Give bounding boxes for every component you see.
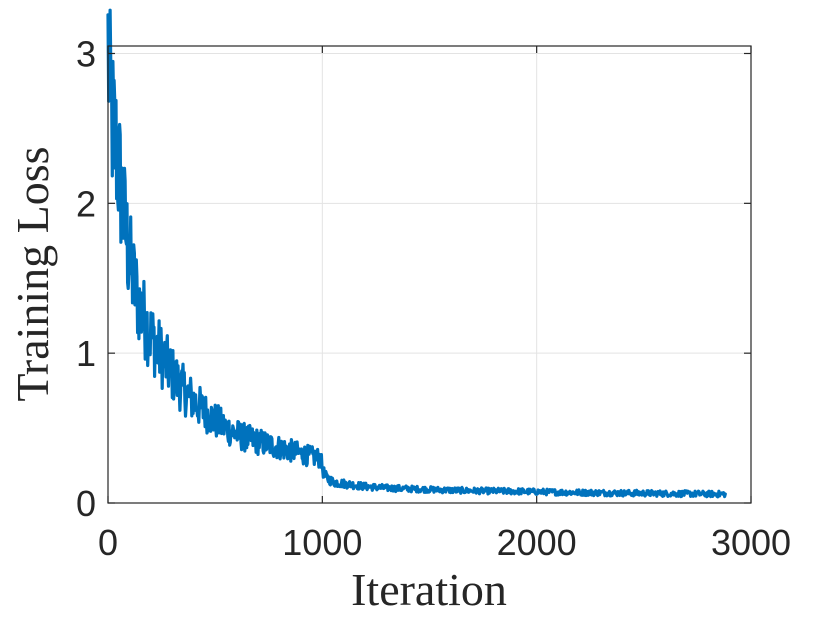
y-axis-label: Training Loss <box>7 146 58 401</box>
y-tick-label: 1 <box>76 333 96 374</box>
tick-marks <box>107 46 752 504</box>
x-tick-label: 2000 <box>497 522 577 563</box>
training-loss-line <box>106 8 727 499</box>
y-tick-label: 2 <box>76 183 96 224</box>
series-layer <box>106 8 727 499</box>
axes-box <box>107 45 752 504</box>
y-tick-labels: 0 1 2 3 <box>76 33 96 524</box>
x-tick-label: 1000 <box>282 522 362 563</box>
x-tick-labels: 0 1000 2000 3000 <box>98 522 791 563</box>
x-axis-label: Iteration <box>351 564 507 615</box>
y-tick-label: 3 <box>76 33 96 74</box>
y-tick-label: 0 <box>76 483 96 524</box>
x-tick-label: 3000 <box>711 522 791 563</box>
x-tick-label: 0 <box>98 522 118 563</box>
grid <box>108 46 751 503</box>
